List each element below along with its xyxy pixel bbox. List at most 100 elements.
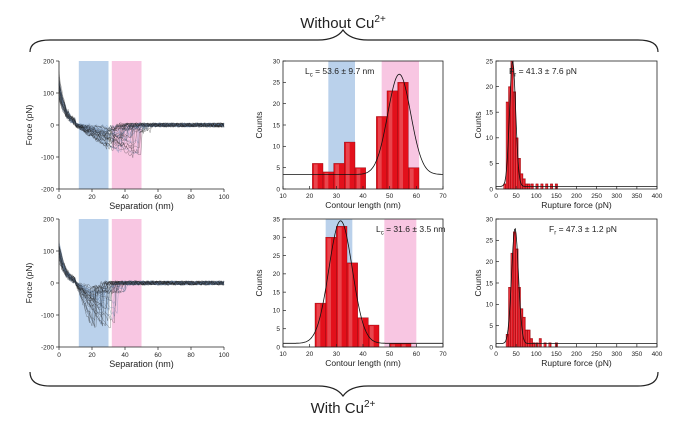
- bar-highlight: [327, 238, 331, 347]
- x-tick-label: 250: [591, 351, 602, 358]
- x-tick-label: 80: [187, 194, 195, 201]
- bar-highlight: [555, 343, 557, 347]
- trace-cloud: [58, 71, 225, 158]
- bar-highlight: [508, 87, 510, 189]
- bar-highlight: [513, 232, 515, 347]
- y-tick-label: 0: [489, 344, 493, 351]
- y-axis-label: Counts: [254, 112, 264, 139]
- x-tick-label: 30: [333, 193, 341, 200]
- brace-bottom: [29, 371, 659, 398]
- bar-highlight: [511, 62, 513, 189]
- gaussian-fit: [283, 73, 443, 175]
- x-tick-label: 70: [439, 351, 447, 358]
- x-tick-label: 40: [121, 194, 129, 201]
- bar-highlight: [513, 92, 515, 189]
- bar-highlight: [520, 174, 522, 189]
- x-tick-label: 100: [531, 351, 542, 358]
- x-tick-label: 10: [279, 193, 287, 200]
- y-axis-label: Force (pN): [24, 263, 34, 304]
- x-tick-label: 20: [88, 352, 96, 359]
- x-tick-label: 10: [279, 351, 287, 358]
- y-tick-label: -200: [41, 345, 54, 352]
- x-tick-label: 60: [413, 193, 421, 200]
- x-tick-label: 20: [88, 194, 96, 201]
- bar-highlight: [516, 138, 517, 189]
- y-tick-label: 20: [273, 271, 281, 278]
- x-tick-label: 50: [513, 193, 521, 200]
- bar-highlight: [337, 227, 342, 347]
- bar-highlight: [377, 117, 382, 189]
- x-tick-label: 150: [551, 351, 562, 358]
- x-axis-label: Rupture force (pN): [541, 358, 612, 368]
- heading-top: Without Cu2+: [300, 14, 386, 32]
- bar-highlight: [345, 143, 350, 189]
- trace-curve: [58, 87, 225, 142]
- y-tick-label: 10: [486, 302, 494, 309]
- x-tick-label: 400: [652, 351, 663, 358]
- y-tick-label: 25: [486, 58, 494, 65]
- x-tick-label: 350: [631, 351, 642, 358]
- y-tick-label: 5: [489, 323, 493, 330]
- y-tick-label: 200: [43, 217, 54, 224]
- x-tick-label: 300: [611, 193, 622, 200]
- bar-highlight: [401, 344, 406, 347]
- bar-highlight: [531, 184, 533, 189]
- x-tick-label: 60: [154, 194, 162, 201]
- heading-bottom: With Cu2+: [311, 399, 376, 417]
- x-tick-label: 20: [306, 193, 314, 200]
- x-tick-label: 0: [494, 351, 498, 358]
- trace-cloud: [58, 241, 225, 329]
- brace-top: [29, 28, 659, 53]
- bar-highlight: [511, 254, 513, 347]
- x-tick-label: 80: [187, 352, 195, 359]
- x-tick-label: 40: [359, 193, 367, 200]
- bar-highlight: [313, 164, 318, 189]
- fit-annotation: Fr = 47.3 ± 1.2 pN: [549, 224, 617, 237]
- x-tick-label: 200: [571, 193, 582, 200]
- y-tick-label: 100: [43, 91, 54, 98]
- y-tick-label: 5: [276, 165, 280, 172]
- band-pink: [384, 219, 417, 347]
- bar-highlight: [536, 343, 538, 347]
- y-tick-label: 10: [486, 135, 494, 142]
- x-tick-label: 150: [551, 193, 562, 200]
- x-tick-label: 350: [631, 193, 642, 200]
- bar-highlight: [528, 330, 530, 347]
- bar-highlight: [549, 343, 550, 347]
- bar-highlight: [532, 343, 534, 347]
- bar-highlight: [506, 102, 508, 189]
- x-tick-label: 100: [531, 193, 542, 200]
- x-tick-label: 0: [57, 194, 61, 201]
- y-tick-label: 15: [486, 110, 494, 117]
- y-axis-label: Counts: [473, 112, 483, 139]
- bar-highlight: [504, 184, 505, 189]
- x-axis-label: Rupture force (pN): [541, 200, 612, 210]
- y-tick-label: -100: [41, 155, 54, 162]
- y-tick-label: 30: [273, 235, 281, 242]
- x-tick-label: 50: [513, 351, 521, 358]
- y-tick-label: 0: [50, 123, 54, 130]
- y-tick-label: 20: [273, 101, 281, 108]
- x-tick-label: 100: [219, 194, 230, 201]
- y-tick-label: 200: [43, 59, 54, 66]
- y-tick-label: 5: [489, 161, 493, 168]
- x-tick-label: 300: [611, 351, 622, 358]
- bar-highlight: [525, 330, 527, 347]
- bar-highlight: [516, 249, 517, 347]
- y-tick-label: 5: [276, 326, 280, 333]
- x-tick-label: 60: [154, 352, 162, 359]
- y-axis-label: Counts: [473, 270, 483, 297]
- bar-highlight: [391, 344, 395, 347]
- y-tick-label: -200: [41, 187, 54, 194]
- trace-curve: [58, 254, 225, 327]
- bar-highlight: [324, 172, 329, 189]
- fit-annotation: Lc = 53.6 ± 9.7 nm: [305, 66, 374, 79]
- bar-highlight: [356, 168, 361, 189]
- y-tick-label: 15: [486, 280, 494, 287]
- x-tick-label: 70: [439, 193, 447, 200]
- x-tick-label: 250: [591, 193, 602, 200]
